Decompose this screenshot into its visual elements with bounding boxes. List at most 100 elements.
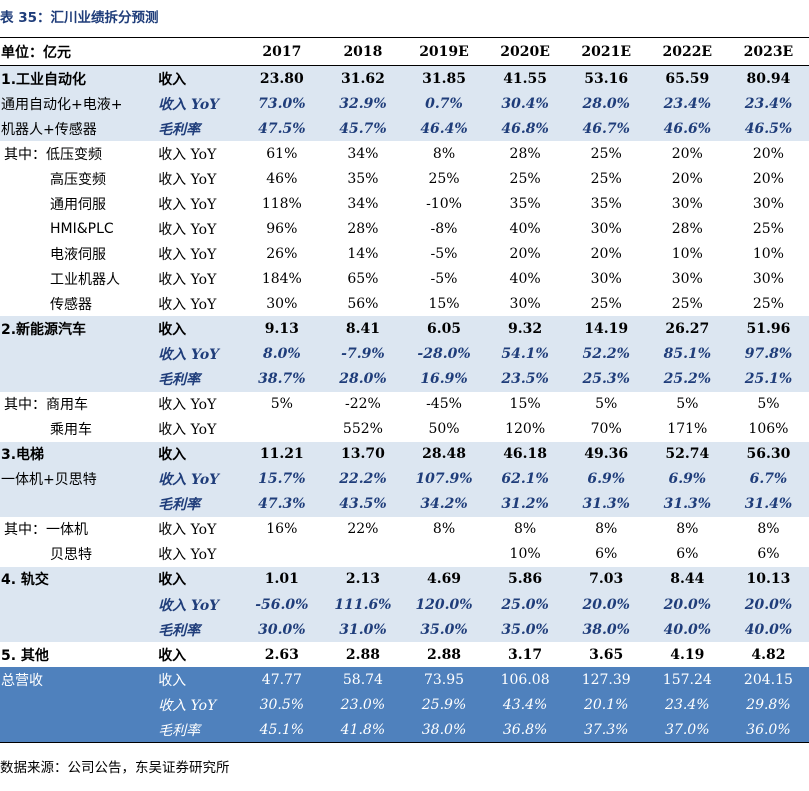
value-cell: 31.3% xyxy=(565,491,647,517)
table-row: 5. 其他 收入 2.63 2.88 2.88 3.17 3.65 4.19 4.82 xyxy=(0,642,809,667)
table-row: 机器人+传感器 毛利率 47.5% 45.7% 46.4% 46.8% 46.7% 46.6%… xyxy=(0,116,809,142)
value-cell: 8.44 xyxy=(646,566,728,592)
value-cell xyxy=(241,417,322,442)
value-cell: 73.95 xyxy=(403,667,485,693)
table-row: 收入 YoY -56.0% 111.6% 120.0% 25.0% 20.0% 20.0% 2… xyxy=(0,591,809,618)
value-cell: 30% xyxy=(590,220,622,237)
header-year: 2017 xyxy=(241,37,323,66)
value-cell: 35% xyxy=(509,195,541,212)
row-label xyxy=(0,591,156,618)
value-cell xyxy=(322,542,403,567)
value-cell: 30% xyxy=(752,270,784,287)
value-cell: 30% xyxy=(590,270,622,287)
row-metric: 收入 YoY xyxy=(155,591,242,618)
row-metric: 毛利率 xyxy=(155,366,242,392)
value-cell: 25.0% xyxy=(484,591,566,618)
header-year: 2022E xyxy=(646,37,728,66)
row-label: 贝思特 xyxy=(50,547,92,564)
value-cell: 15% xyxy=(509,396,541,413)
value-cell: 40.0% xyxy=(646,617,728,643)
value-cell: 11.21 xyxy=(241,441,323,467)
value-cell: 37.3% xyxy=(565,717,647,744)
value-cell: 157.24 xyxy=(646,667,728,693)
value-cell: 13.70 xyxy=(322,441,404,467)
value-cell: 46.6% xyxy=(646,116,728,142)
value-cell: 73.0% xyxy=(241,91,323,117)
value-cell: 2.63 xyxy=(264,646,299,663)
row-metric: 收入 YoY xyxy=(158,146,217,163)
value-cell: 45.7% xyxy=(322,116,404,142)
value-cell: 127.39 xyxy=(565,667,647,693)
value-cell: 30.4% xyxy=(484,91,566,117)
value-cell: 65.59 xyxy=(646,65,728,92)
table-row: HMI&PLC 收入 YoY 96% 28% -8% 40% 30% 28% 25% xyxy=(0,216,809,241)
value-cell: 34% xyxy=(347,195,379,212)
table-row: 通用伺服 收入 YoY 118% 34% -10% 35% 35% 30% 30% xyxy=(0,191,809,216)
value-cell: 28% xyxy=(347,220,379,237)
value-cell: -7.9% xyxy=(322,341,404,367)
value-cell: 70% xyxy=(590,421,622,438)
value-cell: 30% xyxy=(671,270,703,287)
table-row: 2.新能源汽车 收入 9.13 8.41 6.05 9.32 14.19 26.27 51.96 xyxy=(0,316,809,342)
value-cell: 41.8% xyxy=(322,717,404,744)
value-cell: 25% xyxy=(752,220,784,237)
row-label: 传感器 xyxy=(50,296,92,313)
value-cell: 4.82 xyxy=(751,646,786,663)
table-row: 其中：商用车 收入 YoY 5% -22% -45% 15% 5% 5% 5% xyxy=(0,392,809,417)
row-metric: 收入 YoY xyxy=(158,397,217,414)
value-cell: 31.4% xyxy=(727,491,809,517)
header-row: 单位：亿元 2017 2018 2019E 2020E 2021E 2022E … xyxy=(0,37,809,66)
value-cell: 56% xyxy=(347,295,379,312)
value-cell: 96% xyxy=(266,220,298,237)
value-cell: -8% xyxy=(430,220,458,237)
value-cell: 25% xyxy=(590,170,622,187)
value-cell: 20.1% xyxy=(565,692,647,718)
row-metric: 毛利率 xyxy=(155,617,242,643)
value-cell: 204.15 xyxy=(727,667,809,693)
value-cell: 31.3% xyxy=(646,491,728,517)
table-row: 收入 YoY 8.0% -7.9% -28.0% 54.1% 52.2% 85.1% 97.8… xyxy=(0,341,809,367)
value-cell: 111.6% xyxy=(322,591,404,618)
value-cell: 8% xyxy=(757,521,780,538)
value-cell: 23.4% xyxy=(646,692,728,718)
value-cell: 38.0% xyxy=(403,717,485,744)
header-year: 2018 xyxy=(322,37,404,66)
value-cell: 30% xyxy=(671,195,703,212)
value-cell: 80.94 xyxy=(727,65,809,92)
value-cell: 53.16 xyxy=(565,65,647,92)
value-cell: 23.0% xyxy=(322,692,404,718)
table-row: 毛利率 38.7% 28.0% 16.9% 23.5% 25.3% 25.2% 25.1% xyxy=(0,366,809,392)
row-metric: 毛利率 xyxy=(155,491,242,517)
header-year: 2023E xyxy=(727,37,809,66)
value-cell: 43.4% xyxy=(484,692,566,718)
value-cell: 46.8% xyxy=(484,116,566,142)
value-cell: 23.80 xyxy=(241,65,323,92)
value-cell: 36.8% xyxy=(484,717,566,744)
row-metric: 收入 YoY xyxy=(158,171,217,188)
row-metric: 收入 YoY xyxy=(158,196,217,213)
value-cell: 6% xyxy=(676,546,699,563)
value-cell: 8% xyxy=(676,521,699,538)
value-cell: 20% xyxy=(752,145,784,162)
value-cell: 32.9% xyxy=(322,91,404,117)
value-cell: 22% xyxy=(347,521,379,538)
table-row: 毛利率 30.0% 31.0% 35.0% 35.0% 38.0% 40.0% 40.0% xyxy=(0,617,809,643)
value-cell: 40.0% xyxy=(727,617,809,643)
table-row: 通用自动化+电液+ 收入 YoY 73.0% 32.9% 0.7% 30.4% 28.0% 2… xyxy=(0,91,809,117)
row-label: 通用自动化+电液+ xyxy=(0,91,156,117)
value-cell: 43.5% xyxy=(322,491,404,517)
row-label: 5. 其他 xyxy=(1,647,49,664)
value-cell: 20.0% xyxy=(646,591,728,618)
row-metric: 收入 YoY xyxy=(158,522,217,539)
value-cell: 118% xyxy=(261,195,302,212)
value-cell: 6.9% xyxy=(565,466,647,492)
value-cell: 10% xyxy=(509,546,541,563)
value-cell: 16% xyxy=(266,521,298,538)
value-cell: 25.1% xyxy=(727,366,809,392)
row-label: 其中：商用车 xyxy=(4,397,88,414)
value-cell: 5% xyxy=(676,396,699,413)
row-label: 3.电梯 xyxy=(0,441,156,467)
value-cell: 8.0% xyxy=(241,341,323,367)
value-cell: 29.8% xyxy=(727,692,809,718)
value-cell: 1.01 xyxy=(241,566,323,592)
